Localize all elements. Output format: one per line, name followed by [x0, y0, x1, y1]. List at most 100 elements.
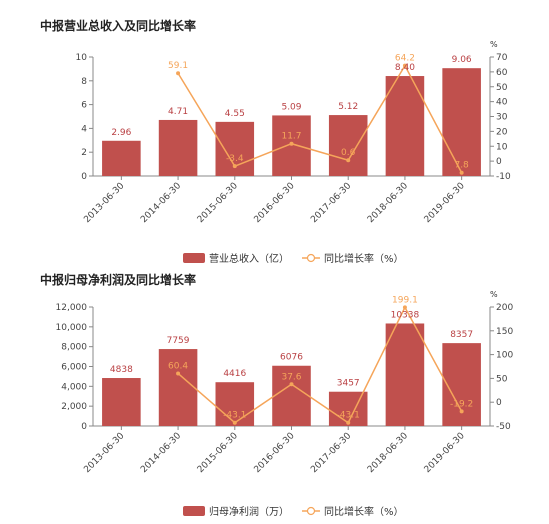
chart-1-y-left-tick-label: 10 [76, 53, 88, 63]
chart-2-x-tick-label: 2014-06-30 [139, 431, 183, 475]
chart-2-y-right-tick-label: 150 [496, 327, 513, 337]
chart-1-x-tick-label: 2016-06-30 [253, 181, 297, 225]
chart-2-x-tick-label: 2019-06-30 [423, 431, 467, 475]
chart-1-growth-label: -3.4 [226, 154, 244, 164]
chart-2-x-tick-label: 2016-06-30 [253, 431, 297, 475]
chart-2-y-left-tick-label: 2,000 [61, 402, 87, 412]
chart-1-bar-label: 8.40 [395, 63, 415, 73]
chart-1-bar [385, 76, 425, 176]
chart-1-growth-point [459, 170, 464, 175]
chart-2-growth-point [459, 409, 464, 414]
chart-1-bar-label: 2.96 [111, 128, 131, 138]
chart-2-growth-label: -43.1 [223, 411, 246, 421]
chart-1-y-right-tick-label: 60 [496, 68, 508, 78]
chart-2-y-left-tick-label: 0 [81, 422, 87, 432]
chart-2-y-right-tick-label: 100 [496, 351, 513, 361]
chart-1-growth-label: 0.6 [341, 148, 356, 158]
chart-2-bar [385, 323, 425, 426]
chart-2-x-tick-label: 2015-06-30 [196, 431, 240, 475]
chart-2-growth-label: 60.4 [168, 361, 188, 371]
chart-2-legend-line-label: 同比增长率（%） [324, 505, 404, 518]
chart-1-growth-point [346, 158, 351, 163]
chart-2-x-tick-label: 2013-06-30 [82, 431, 126, 475]
chart-1-y-right-tick-label: 30 [496, 113, 508, 123]
chart-1-legend-bar-swatch [183, 253, 205, 263]
chart-1-growth-point [176, 71, 181, 76]
chart-1-growth-point [289, 141, 294, 146]
chart-2-bar-label: 4838 [110, 365, 133, 375]
chart-1-growth-label: 64.2 [395, 54, 415, 64]
chart-1-x-tick-label: 2013-06-30 [82, 181, 126, 225]
chart-1-y-right-tick-label: 0 [496, 157, 502, 167]
chart-2-growth-point [289, 382, 294, 387]
chart-2-legend-bar-label: 归母净利润（万） [209, 505, 289, 518]
chart-2-x-tick-label: 2017-06-30 [309, 431, 353, 475]
chart-1-y-left-tick-label: 6 [81, 101, 87, 111]
chart-1-x-tick-label: 2015-06-30 [196, 181, 240, 225]
chart-1-x-tick-label: 2019-06-30 [423, 181, 467, 225]
chart-1-x-tick-label: 2018-06-30 [366, 181, 410, 225]
chart-1-bar-label: 9.06 [452, 55, 472, 65]
chart-1-legend-line-label: 同比增长率（%） [324, 252, 404, 265]
chart-2-bar-label: 4416 [223, 369, 246, 379]
chart-2-y-right-tick-label: 50 [496, 374, 508, 384]
chart-1-y-right-tick-label: 40 [496, 98, 508, 108]
chart-1-growth-line [177, 64, 463, 174]
chart-1-y-right-tick-label: 10 [496, 142, 508, 152]
chart-2-bar-label: 3457 [337, 379, 360, 389]
chart-1-bar-label: 5.09 [281, 102, 301, 112]
chart-1-growth-label: 7.8 [454, 161, 469, 171]
chart-2-growth-point [232, 420, 237, 425]
chart-2-growth-label: -43.1 [337, 411, 360, 421]
chart-2-growth-label: 37.6 [281, 372, 301, 382]
chart-2-y-left-tick-label: 8,000 [61, 343, 87, 353]
chart-2-bar [102, 378, 141, 426]
chart-1-growth-label: 59.1 [168, 61, 188, 71]
chart-2-x-tick-label: 2018-06-30 [366, 431, 410, 475]
chart-1-y-right-tick-label: 20 [496, 127, 508, 137]
chart-1-y-right-tick-label: 70 [496, 53, 508, 63]
chart-2-bar [215, 382, 255, 426]
chart-2-bar-label: 8357 [450, 330, 473, 340]
chart-1-growth-label: 11.7 [281, 132, 301, 142]
chart-2-growth-point [402, 305, 407, 310]
chart-1-growth-point [232, 164, 237, 169]
chart-2-y-right-tick-label: 200 [496, 303, 513, 313]
chart-2-growth-label: 199.1 [392, 295, 418, 305]
chart-1-y-right-tick-label: 50 [496, 83, 508, 93]
chart-1-bar [442, 68, 481, 176]
chart-2-y-left-tick-label: 6,000 [61, 363, 87, 373]
chart-2-legend-line-marker [306, 506, 316, 516]
chart-1-y-left-tick-label: 8 [81, 77, 87, 87]
chart-1-y-left-tick-label: 2 [81, 148, 87, 158]
chart-1-bar-label: 4.55 [225, 109, 245, 119]
chart-2-y-right-tick-label: -50 [496, 422, 511, 432]
chart-1-bar-label: 4.71 [168, 107, 188, 117]
chart-2-y-right-unit: % [490, 290, 498, 299]
chart-2-bar [158, 349, 198, 426]
chart-1-bar-label: 5.12 [338, 102, 358, 112]
chart-2-growth-line [177, 305, 463, 424]
chart-1-growth-point [402, 63, 407, 68]
chart-1-title: 中报营业总收入及同比增长率 [40, 19, 197, 33]
chart-1-x-tick-label: 2017-06-30 [309, 181, 353, 225]
chart-1-bar [328, 115, 368, 176]
chart-1-y-right-tick-label: -10 [496, 172, 511, 182]
chart-2-growth-label: -19.2 [450, 399, 473, 409]
chart-2-y-left-tick-label: 4,000 [61, 382, 87, 392]
chart-2-y-left-tick-label: 12,000 [56, 303, 88, 313]
chart-1-bar [158, 119, 198, 176]
chart-1-bar [102, 140, 141, 176]
chart-2-bar [272, 365, 311, 426]
chart-1-legend-line-marker [306, 253, 316, 263]
chart-2-bar [442, 343, 481, 426]
chart-2-bar-label: 10338 [391, 310, 420, 320]
chart-1-y-right-unit: % [490, 40, 498, 49]
chart-1-x-tick-label: 2014-06-30 [139, 181, 183, 225]
chart-2-y-right-tick-label: 0 [496, 398, 502, 408]
chart-1-y-left-tick-label: 0 [81, 172, 87, 182]
chart-2-bar-label: 7759 [167, 336, 190, 346]
chart-2-growth-point [346, 420, 351, 425]
chart-2-growth-point [176, 371, 181, 376]
